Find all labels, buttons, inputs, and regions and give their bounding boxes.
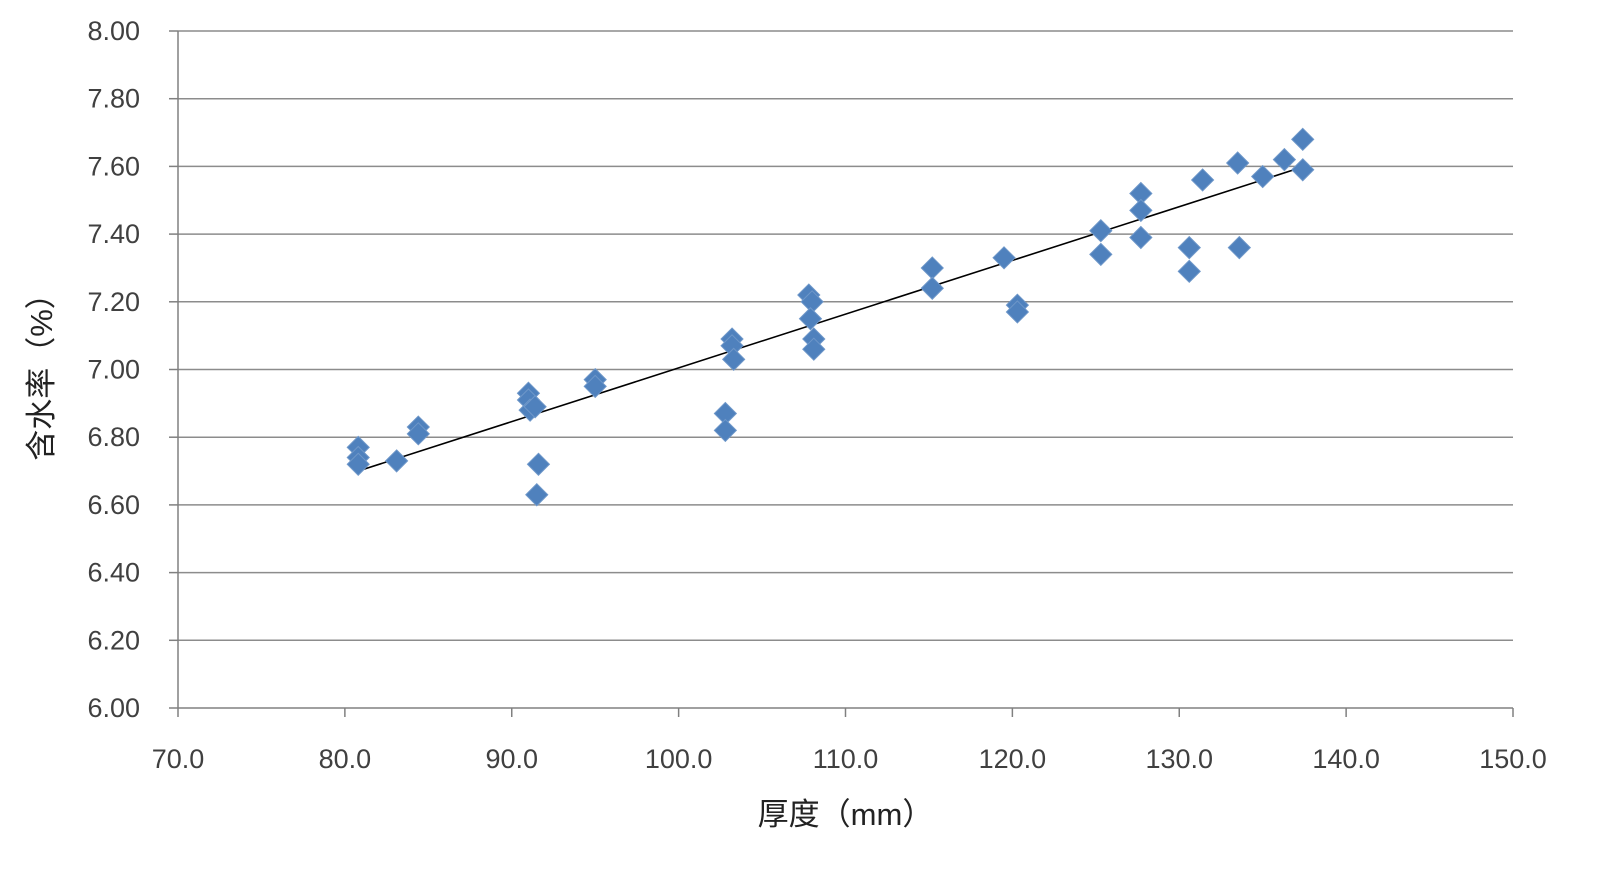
y-tick-label: 6.20 bbox=[87, 625, 140, 655]
y-tick-label: 6.60 bbox=[87, 490, 140, 520]
gridlines bbox=[178, 30, 1513, 642]
y-tick-label: 7.20 bbox=[87, 287, 140, 317]
x-tick-label: 70.0 bbox=[152, 744, 205, 774]
y-tick-label: 8.00 bbox=[87, 16, 140, 46]
data-point bbox=[1291, 127, 1315, 152]
y-axis-title: 含水率（%） bbox=[24, 278, 59, 461]
data-point bbox=[583, 374, 607, 399]
data-point bbox=[1089, 219, 1113, 243]
data-point bbox=[802, 337, 826, 361]
tick-labels: 6.00 6.20 6.40 6.60 6.80 7.00 7.20 7.40 7.60 7.80… bbox=[87, 16, 1546, 774]
y-tick-label: 6.80 bbox=[87, 422, 140, 452]
data-point bbox=[1177, 235, 1201, 260]
data-point bbox=[1177, 259, 1201, 284]
x-tick-label: 130.0 bbox=[1145, 744, 1213, 774]
data-point bbox=[1272, 147, 1297, 172]
data-point bbox=[406, 422, 431, 446]
x-tick-label: 140.0 bbox=[1312, 744, 1380, 774]
data-point bbox=[1225, 151, 1250, 175]
x-tick-label: 90.0 bbox=[485, 744, 538, 774]
data-point bbox=[525, 483, 549, 507]
x-tick-label: 80.0 bbox=[319, 744, 372, 774]
data-point bbox=[920, 256, 944, 280]
trendline bbox=[357, 165, 1305, 472]
data-point bbox=[1227, 235, 1252, 260]
data-point bbox=[1089, 242, 1113, 267]
trendline-layer bbox=[357, 165, 1305, 472]
data-points bbox=[346, 127, 1315, 507]
data-point bbox=[992, 246, 1016, 270]
data-point bbox=[798, 307, 823, 331]
data-point bbox=[1129, 198, 1153, 223]
axes bbox=[169, 30, 1514, 717]
y-tick-label: 7.60 bbox=[87, 151, 140, 181]
data-point bbox=[713, 418, 738, 443]
data-point bbox=[1250, 164, 1275, 189]
x-tick-label: 110.0 bbox=[813, 744, 879, 774]
data-point bbox=[920, 276, 944, 300]
data-point bbox=[1005, 300, 1030, 324]
y-tick-label: 6.40 bbox=[87, 558, 140, 588]
x-tick-label: 150.0 bbox=[1479, 744, 1547, 774]
y-tick-label: 7.80 bbox=[87, 84, 140, 114]
data-point bbox=[384, 449, 409, 473]
x-tick-label: 100.0 bbox=[645, 744, 713, 774]
y-tick-label: 7.00 bbox=[87, 355, 140, 385]
y-tick-label: 7.40 bbox=[87, 219, 140, 249]
data-point bbox=[1291, 158, 1315, 182]
data-point bbox=[1190, 168, 1215, 192]
data-point bbox=[526, 452, 551, 476]
data-point bbox=[1129, 225, 1153, 250]
x-axis-title: 厚度（mm） bbox=[758, 797, 934, 832]
y-tick-label: 6.00 bbox=[87, 693, 140, 723]
data-point bbox=[346, 452, 370, 476]
x-tick-label: 120.0 bbox=[979, 744, 1047, 774]
data-point bbox=[721, 347, 746, 372]
data-point bbox=[523, 395, 547, 419]
